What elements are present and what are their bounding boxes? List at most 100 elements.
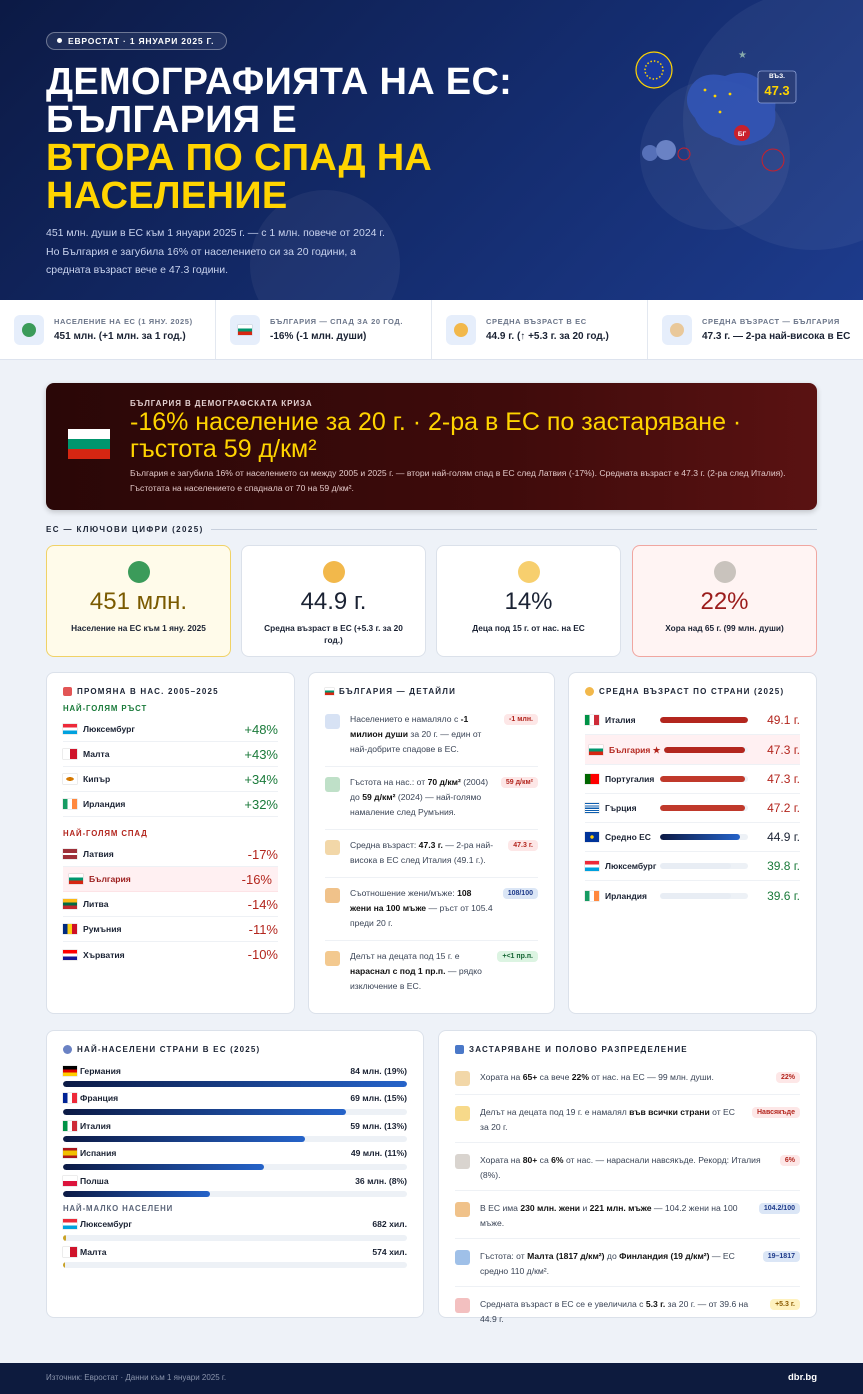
kpi-value: 22% [700,588,749,615]
change-value: -17% [247,846,278,862]
aging-text: Хората на 80+ са 6% от нас. — нараснали … [480,1153,772,1182]
stat: БЪЛГАРИЯ — СПАД ЗА 20 ГОД. -16% (-1 млн. … [216,300,432,359]
change-value: -14% [247,896,278,912]
change-value: -10% [247,947,278,962]
change-row: Малта +43% [63,742,278,767]
country: Германия [80,1065,121,1076]
header: ЕВРОСТАТ · 1 ЯНУАРИ 2025 Г. ДЕМОГРАФИЯТА… [0,0,863,300]
bar [63,1234,66,1241]
text: — ЕС средно 110 д/км². [480,1251,735,1276]
title-highlight: ВТОРА ПО СПАД НА [46,137,433,179]
country: Средно ЕС [605,832,651,842]
age-row: Люксембург 39.8 г. [585,852,800,881]
stat: НАСЕЛЕНИЕ НА ЕС (1 ЯНУ. 2025) 451 млн. (+… [0,300,216,359]
flag [68,429,110,459]
country: Литва [83,899,109,909]
country: Ирландия [83,799,126,809]
group-heading: НАЙ-МАЛКО НАСЕЛЕНИ [63,1203,174,1213]
footer: Източник: Евростат · Данни към 1 януари … [0,1363,863,1394]
group-heading: НАЙ-ГОЛЯМ РЪСТ [63,704,148,713]
country: Хърватия [83,949,125,960]
source: Източник: Евростат · Данни към 1 януари … [46,1373,227,1382]
stat: СРЕДНА ВЪЗРАСТ — БЪЛГАРИЯ 47.3 г. — 2-ра … [648,300,863,359]
detail-text: Гъстота на нас.: от 70 д/км² (2004) до 5… [350,775,493,820]
title-line: ДЕМОГРАФИЯТА НА ЕС: [46,61,513,103]
age-value: 47.3 [764,83,789,98]
value-label: 574 хил. [372,1246,407,1257]
bar [660,892,731,899]
value-label: 44.9 г. [767,830,800,844]
tag: 108/100 [502,888,538,899]
age-row: Гърция 47.2 г. [585,794,800,823]
value-label: 682 хил. [372,1219,407,1229]
heading-text: ЕС — КЛЮЧОВИ ЦИФРИ (2025) [46,525,204,534]
stat-value: 451 млн. (+1 млн. за 1 год.) [54,330,186,342]
country-tag: БГ [738,131,747,138]
bold-text: -1 милион души [350,714,469,739]
change-row: Румъния -11% [63,917,278,942]
tag: 19–1817 [762,1251,800,1262]
aging-text: В ЕС има 230 млн. жени и 221 млн. мъже —… [480,1201,751,1230]
banner: БЪЛГАРИЯ В ДЕМОГРАФСКАТА КРИЗА -16% насе… [46,383,817,510]
population-row: Полша 36 млн. (8%) [63,1173,407,1201]
tag: 6% [779,1155,800,1166]
group-heading: НАЙ-ГОЛЯМ СПАД [63,829,148,838]
text: от нас. на ЕС — 99 млн. души. [588,1072,714,1082]
country: Полша [80,1175,109,1186]
population-row: Германия 84 млн. (19%) [63,1063,407,1091]
country: Люксембург [605,861,657,871]
text: са [537,1155,552,1165]
detail-item: Делът на децата под 15 г. е нараснал с п… [325,941,538,1003]
bold-text: 70 д/км² [427,777,461,787]
svg-text:★: ★ [738,50,747,61]
population-row: Люксембург 682 хил. [63,1217,407,1245]
stat: СРЕДНА ВЪЗРАСТ В ЕС 44.9 г. (↑ +5.3 г. за… [432,300,648,359]
text: (2024) — най-голямо намаление след Румън… [350,792,482,817]
text: — 2-ра най-висока в ЕС след Италия (49.1… [350,840,494,865]
bold-text: Малта (1817 д/км²) [527,1251,605,1261]
bar [63,1081,407,1087]
bar [63,1191,211,1197]
kpi-label: Население на ЕС към 1 яну. 2025 [71,623,206,633]
banner-kicker: БЪЛГАРИЯ В ДЕМОГРАФСКАТА КРИЗА [130,399,313,408]
detail-text: Населението е намаляло с -1 милион души … [350,712,496,757]
text: от нас. — нараснали навсякъде. Рекорд: И… [480,1155,761,1180]
aging-card: ЗАСТАРЯВАНЕ И ПОЛОВО РАЗПРЕДЕЛЕНИЕ Хорат… [438,1030,817,1324]
bold-text: 108 жени на 100 мъже [350,888,472,913]
text: — ръст от 105.4 преди 20 г. [350,903,493,928]
change-value: +48% [244,721,278,737]
country: Португалия [605,774,655,784]
population-row: Испания 49 млн. (11%) [63,1146,407,1174]
bulgaria-card: БЪЛГАРИЯ — ДЕТАЙЛИ Населението е намалял… [308,672,555,1014]
text: Гъстота: от [480,1251,528,1261]
change-value: +32% [244,796,278,812]
card-title: ЗАСТАРЯВАНЕ И ПОЛОВО РАЗПРЕДЕЛЕНИЕ [469,1045,688,1054]
stat-label: СРЕДНА ВЪЗРАСТ В ЕС [486,316,587,326]
text: за 20 г. — от 39.6 на 44.9 г. [480,1299,749,1324]
detail-item: Средна възраст: 47.3 г. — 2-ра най-висок… [325,830,538,878]
bar [63,1163,264,1170]
text: Хората на [480,1072,523,1082]
text: Съотношение жени/мъже: [350,888,458,898]
text: Населението е намаляло с [350,714,461,724]
population-row: Франция 69 млн. (15%) [63,1091,407,1119]
tag: +5.3 г. [770,1299,800,1310]
tag: 104.2/100 [758,1203,800,1214]
change-row: Люксембург +48% [63,717,278,742]
change-row: Ирландия +32% [63,792,278,817]
change-row: Хърватия -10% [63,942,278,967]
text: В ЕС има [480,1203,521,1213]
brand: dbr.bg [787,1372,817,1383]
card-title: ПРОМЯНА В НАС. 2005–2025 [77,687,219,696]
value-label: 59 млн. (13%) [350,1120,407,1131]
aging-item: Средната възраст в ЕС се е увеличила с 5… [455,1287,800,1334]
country: Малта [80,1246,107,1257]
country: Испания [80,1148,117,1158]
card-title: БЪЛГАРИЯ — ДЕТАЙЛИ [339,687,457,696]
kpi-label: Хора над 65 г. (99 млн. души) [665,623,784,633]
text: Делът на децата под 19 г. е намалял [480,1107,630,1117]
bar [63,1136,305,1142]
kpi-label: Деца под 15 г. от нас. на ЕС [472,623,585,633]
age-label: ВЪЗ. [769,73,785,80]
